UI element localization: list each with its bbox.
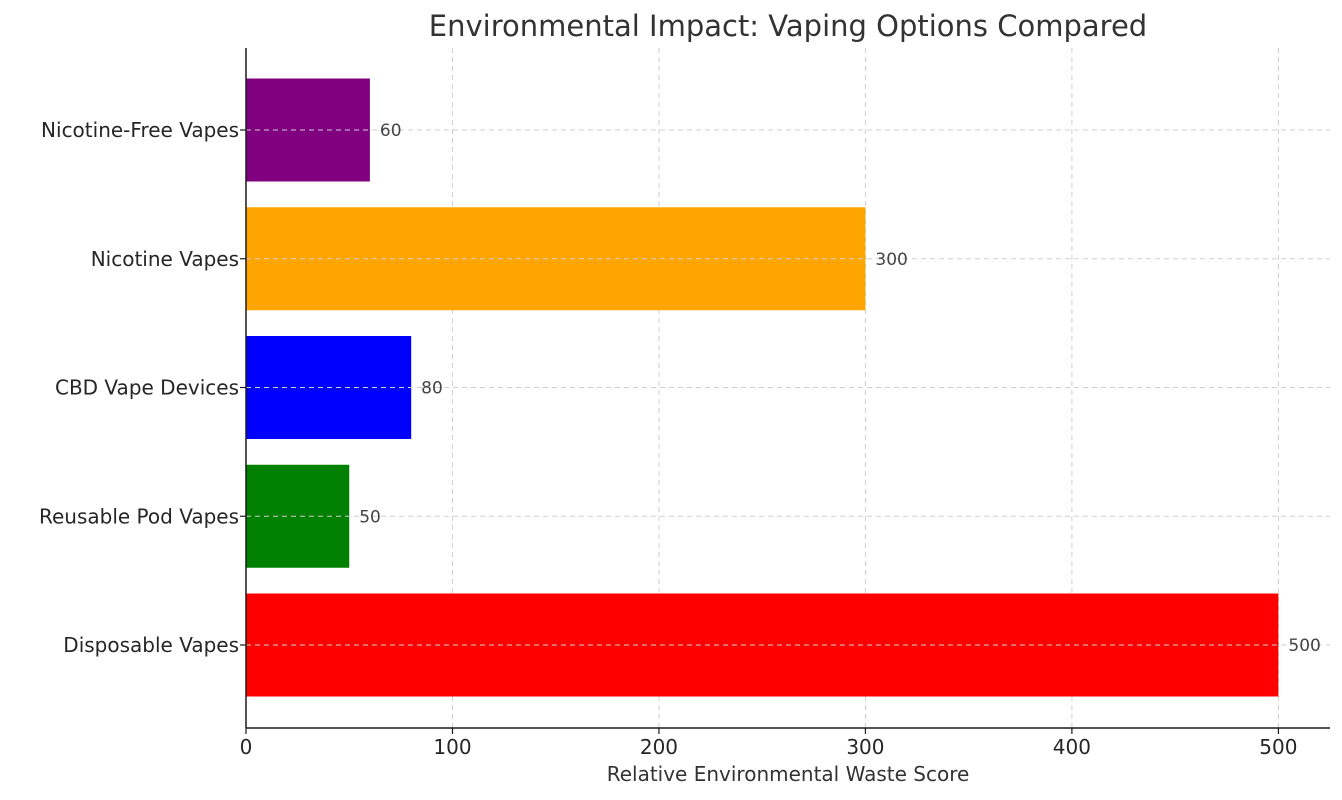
chart-title: Environmental Impact: Vaping Options Com… [429,9,1147,43]
axes [240,48,1330,734]
data-label: 50 [359,507,381,527]
category-label: Reusable Pod Vapes [39,504,239,528]
category-label: Nicotine-Free Vapes [41,118,239,142]
category-label: Disposable Vapes [63,633,239,657]
data-label: 500 [1288,636,1320,656]
x-tick-label: 400 [1053,735,1091,759]
x-tick-label: 300 [846,735,884,759]
x-tick-label: 500 [1259,735,1297,759]
labels: 0 100 200 300 400 500 Disposable Vapes 500 Reusa… [39,118,1321,759]
data-label: 80 [421,379,443,399]
x-tick-label: 0 [240,735,253,759]
bar [246,464,350,568]
x-tick-label: 200 [640,735,678,759]
x-axis-title: Relative Environmental Waste Score [607,762,970,786]
data-label: 60 [380,121,402,141]
category-label: Nicotine Vapes [91,247,239,271]
x-tick-label: 100 [433,735,471,759]
data-label: 300 [875,250,907,270]
category-label: CBD Vape Devices [55,376,239,400]
